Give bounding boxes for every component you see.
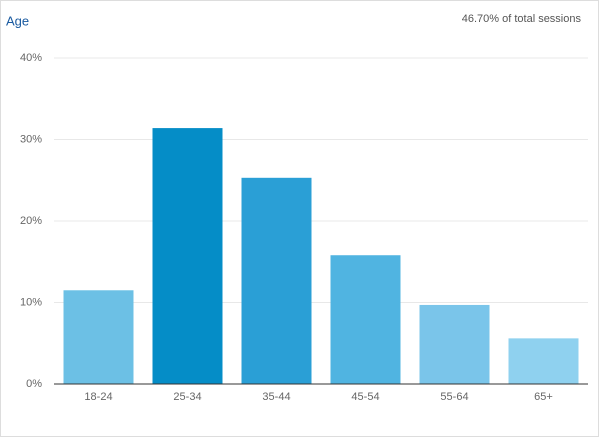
x-tick-label: 35-44 bbox=[262, 391, 290, 403]
x-tick-label: 55-64 bbox=[440, 391, 468, 403]
chart-title: Age bbox=[6, 13, 29, 28]
bar bbox=[152, 128, 223, 384]
bar bbox=[330, 255, 401, 384]
y-tick-label: 30% bbox=[20, 133, 42, 145]
x-tick-label: 25-34 bbox=[173, 391, 201, 403]
bar bbox=[241, 177, 312, 384]
y-tick-label: 40% bbox=[20, 52, 42, 64]
x-tick-label: 45-54 bbox=[351, 391, 379, 403]
bar bbox=[508, 338, 579, 384]
x-tick-label: 18-24 bbox=[84, 391, 112, 403]
bar bbox=[63, 290, 134, 384]
y-tick-label: 0% bbox=[26, 378, 42, 390]
bar bbox=[419, 304, 490, 384]
y-tick-label: 10% bbox=[20, 296, 42, 308]
y-tick-label: 20% bbox=[20, 215, 42, 227]
x-tick-label: 65+ bbox=[534, 391, 553, 403]
chart-subtitle: 46.70% of total sessions bbox=[462, 13, 582, 25]
